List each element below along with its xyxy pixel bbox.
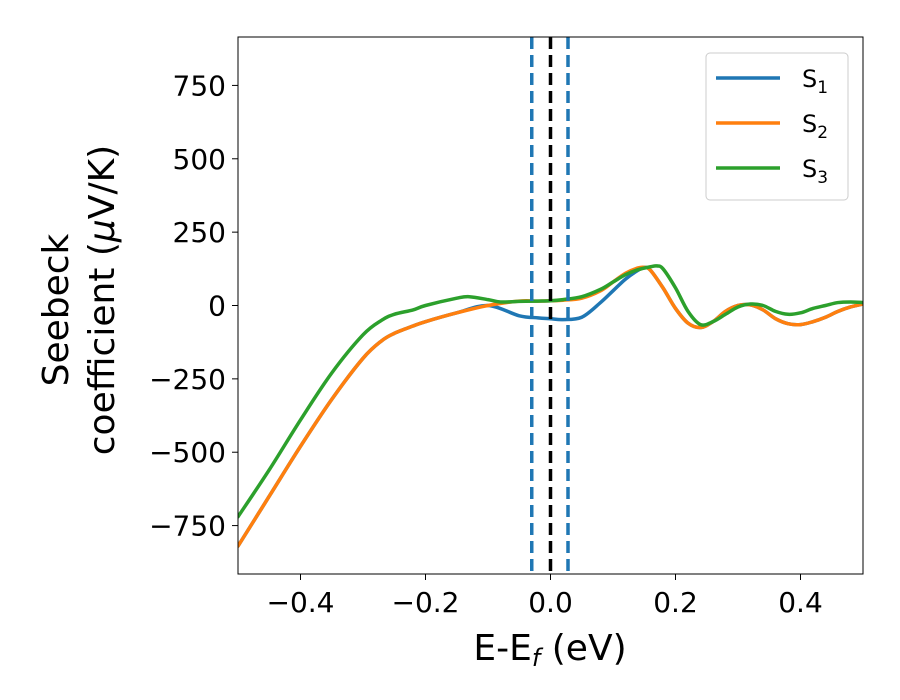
y-axis-title-mu: μ <box>82 219 123 243</box>
reference-lines <box>530 37 570 574</box>
x-tick-label: 0.0 <box>528 586 573 619</box>
y-axis-title-text: coefficient ( <box>82 242 123 455</box>
y-axis-title-line2: coefficient (μV/K) <box>82 145 123 455</box>
y-tick-label: 750 <box>173 69 226 102</box>
y-tick-label: −250 <box>149 363 226 396</box>
x-tick-label: −0.4 <box>267 586 335 619</box>
x-tick-label: 0.2 <box>653 586 698 619</box>
legend-label: S3 <box>802 155 828 188</box>
legend-item-s2: S2 <box>716 110 828 143</box>
legend-item-s1: S1 <box>716 65 828 98</box>
y-tick-label: −500 <box>149 436 226 469</box>
legend-frame <box>705 52 849 201</box>
x-axis: −0.4 −0.2 0.0 0.2 0.4 <box>267 574 823 619</box>
x-tick-label: −0.2 <box>392 586 460 619</box>
series-line-s3 <box>238 264 863 519</box>
x-axis-title-unit: (eV) <box>540 628 626 669</box>
y-tick-label: 250 <box>173 216 226 249</box>
x-tick-label: 0.4 <box>778 586 823 619</box>
y-tick-label: 0 <box>208 290 226 323</box>
legend-item-s3: S3 <box>716 155 828 188</box>
y-axis-title-unit: V/K) <box>82 145 123 219</box>
legend-label: S1 <box>802 65 828 98</box>
y-tick-label: 500 <box>173 143 226 176</box>
y-tick-label: −750 <box>149 510 226 543</box>
x-axis-title-main: E-E <box>473 628 531 669</box>
legend-label: S2 <box>802 110 828 143</box>
y-axis-title-line1: Seebeck <box>36 233 77 386</box>
legend: S1 S2 S3 <box>705 52 849 201</box>
y-axis: 750 500 250 0 −250 −500 −750 <box>149 69 238 543</box>
series-lines <box>238 264 863 548</box>
x-axis-title: E-Ef (eV) <box>473 628 626 672</box>
plot-area <box>238 37 863 574</box>
